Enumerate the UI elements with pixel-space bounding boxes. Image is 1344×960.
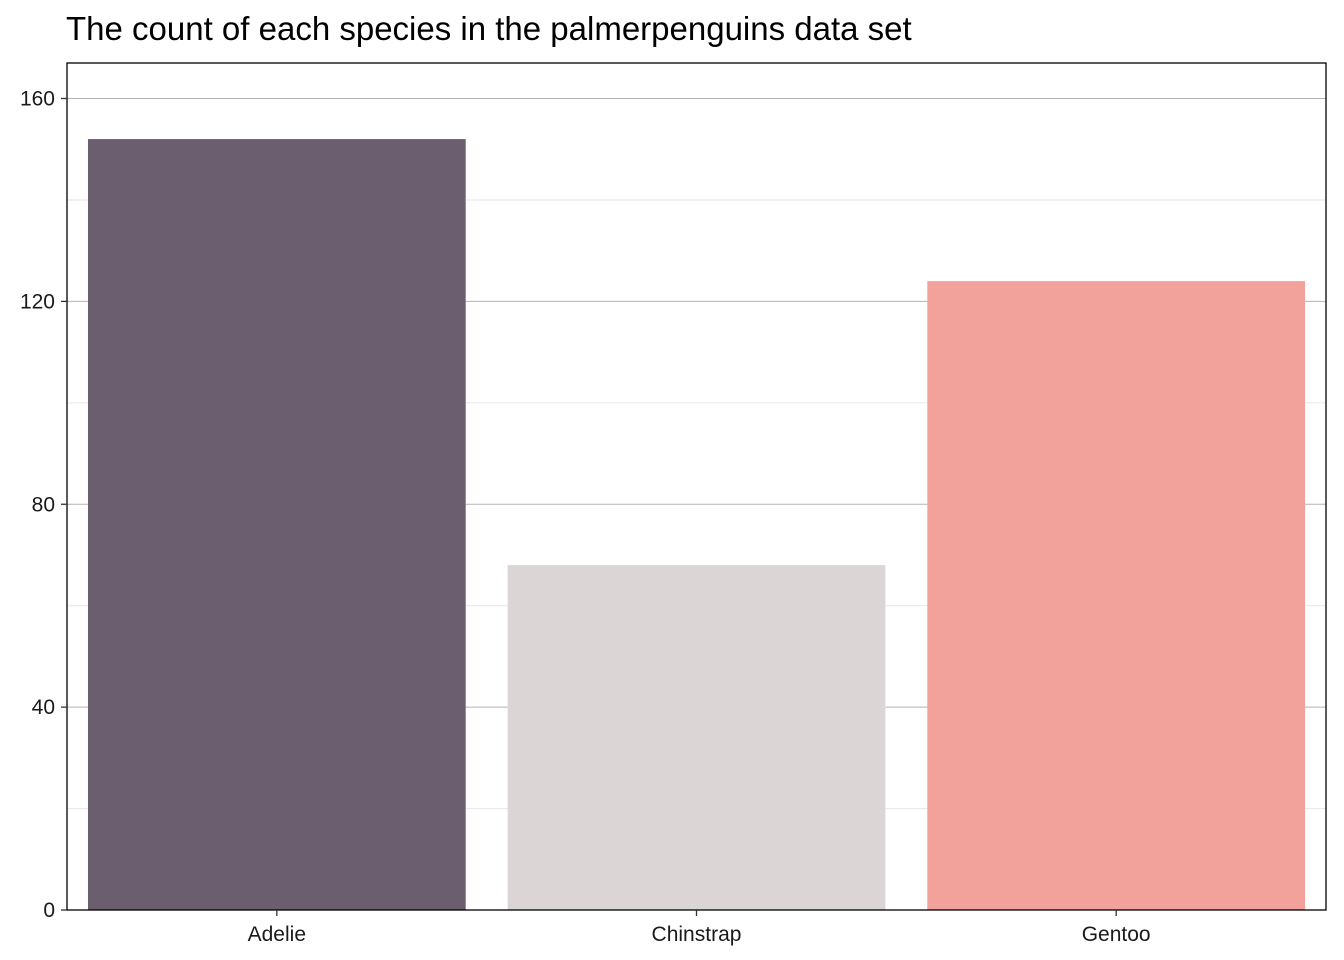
bars <box>87 139 1306 910</box>
bar-chinstrap <box>507 565 886 910</box>
y-tick-label: 0 <box>43 899 55 922</box>
y-axis: 0 40 80 120 160 <box>20 88 67 922</box>
y-tick-label: 80 <box>32 493 55 516</box>
y-tick-label: 40 <box>32 696 55 719</box>
x-tick-label: Chinstrap <box>652 923 742 946</box>
x-axis: Adelie Chinstrap Gentoo <box>248 910 1151 946</box>
bar-adelie <box>87 139 466 910</box>
y-tick-label: 120 <box>20 290 55 313</box>
x-tick-label: Adelie <box>248 923 306 946</box>
chart-title: The count of each species in the palmerp… <box>66 10 912 47</box>
y-tick-label: 160 <box>20 88 55 111</box>
x-tick-label: Gentoo <box>1082 923 1151 946</box>
bar-gentoo <box>927 281 1306 910</box>
